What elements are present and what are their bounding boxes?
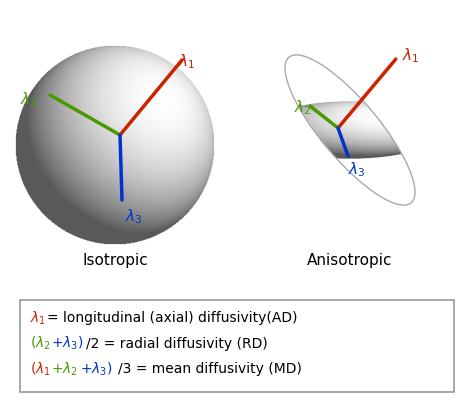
Text: $\lambda_3$: $\lambda_3$ <box>348 161 365 179</box>
Text: /2 = radial diffusivity (RD): /2 = radial diffusivity (RD) <box>86 336 268 351</box>
Text: $\lambda_2$: $\lambda_2$ <box>20 91 37 109</box>
Text: $\lambda_1$: $\lambda_1$ <box>402 46 419 65</box>
Text: /3 = mean diffusivity (MD): /3 = mean diffusivity (MD) <box>118 362 302 376</box>
Text: $(\lambda_1$: $(\lambda_1$ <box>30 360 51 378</box>
FancyBboxPatch shape <box>20 300 454 392</box>
Text: $(\lambda_2$: $(\lambda_2$ <box>30 335 51 352</box>
Text: $+ \lambda_3)$: $+ \lambda_3)$ <box>51 335 83 352</box>
Text: $\lambda_3$: $\lambda_3$ <box>125 207 143 226</box>
Text: $\lambda_1$: $\lambda_1$ <box>30 309 46 327</box>
Text: $\lambda_1$: $\lambda_1$ <box>178 52 195 71</box>
Text: $+ \lambda_3)$: $+ \lambda_3)$ <box>80 360 113 378</box>
Text: Anisotropic: Anisotropic <box>307 253 393 267</box>
Text: Isotropic: Isotropic <box>82 253 148 267</box>
Text: $\lambda_2$: $\lambda_2$ <box>294 99 311 117</box>
Text: $+ \lambda_2$: $+ \lambda_2$ <box>51 360 78 378</box>
Text: = longitudinal (axial) diffusivity(AD): = longitudinal (axial) diffusivity(AD) <box>47 311 298 325</box>
